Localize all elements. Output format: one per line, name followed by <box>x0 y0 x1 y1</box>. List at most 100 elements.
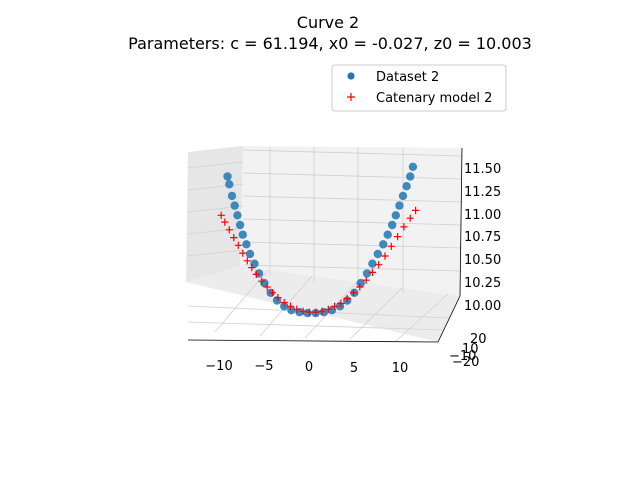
z-tick-label: 10.25 <box>464 276 501 291</box>
model-point <box>368 268 376 276</box>
model-point <box>263 283 271 291</box>
data-point <box>238 230 247 239</box>
model-point <box>234 241 242 249</box>
z-tick-label: 10.75 <box>464 230 501 245</box>
y-tick-label: −10 <box>449 349 476 364</box>
x-tick-labels: −10 −5 0 5 10 <box>205 359 408 376</box>
model-point <box>274 294 282 302</box>
grid-line <box>242 172 463 180</box>
model-point <box>318 307 326 315</box>
data-point <box>408 162 418 171</box>
y-tick-label: −20 <box>452 355 479 370</box>
data-point <box>388 220 397 230</box>
model-point <box>239 249 247 257</box>
z-tick-labels: 10.00 10.25 10.50 10.75 11.00 11.25 11.5… <box>464 162 501 314</box>
grid-line <box>214 269 269 333</box>
grid-line <box>242 241 463 249</box>
model-point <box>349 289 358 297</box>
data-point <box>303 308 312 318</box>
data-point <box>233 211 242 220</box>
model-point <box>268 289 277 297</box>
data-point <box>223 172 232 181</box>
model-point <box>280 298 288 307</box>
x-tick-label: 0 <box>305 360 313 375</box>
data-point <box>362 269 372 278</box>
legend-marker-dataset <box>347 72 355 80</box>
grid-line <box>187 321 445 331</box>
data-point <box>245 249 255 259</box>
data-point <box>335 302 345 311</box>
grid-line <box>242 149 463 157</box>
series-1 <box>217 206 420 316</box>
y-axis-line <box>437 295 461 343</box>
model-point <box>230 234 238 242</box>
grid-line <box>187 183 244 191</box>
data-point <box>402 182 411 191</box>
model-point <box>387 242 395 250</box>
model-point <box>258 277 266 285</box>
points-layer <box>217 162 420 318</box>
model-point <box>406 214 414 222</box>
model-point <box>324 305 332 313</box>
model-point <box>337 299 345 307</box>
data-point <box>395 201 404 210</box>
data-point <box>242 240 251 249</box>
model-point <box>400 223 408 231</box>
model-point <box>356 283 364 291</box>
grid-line <box>242 264 463 272</box>
model-point <box>217 211 225 219</box>
grid-line <box>187 227 244 235</box>
x-tick-label: 5 <box>350 361 358 376</box>
grid-line <box>349 287 403 340</box>
model-point <box>343 295 351 303</box>
data-point <box>230 201 239 210</box>
data-point <box>398 191 408 201</box>
data-point <box>406 172 415 181</box>
model-point <box>312 308 320 316</box>
data-point <box>287 306 296 315</box>
data-point <box>280 302 289 311</box>
x-tick-label: −10 <box>205 359 232 374</box>
data-point <box>235 220 245 230</box>
data-point <box>383 230 392 239</box>
legend-label-dataset: Dataset 2 <box>376 70 439 85</box>
chart-subtitle: Parameters: c = 61.194, x0 = -0.027, z0 … <box>128 34 532 53</box>
x-tick-label: 10 <box>392 361 409 376</box>
z-tick-label: 10.50 <box>464 253 501 268</box>
y-tick-labels: 20 10 −10 −20 <box>449 332 487 370</box>
legend-label-model: Catenary model 2 <box>376 91 492 106</box>
model-point <box>362 276 370 284</box>
floor-pane <box>186 266 460 342</box>
legend-plus-glyph <box>347 93 355 101</box>
y-tick-label: 10 <box>462 342 479 357</box>
model-point <box>243 257 251 265</box>
data-point <box>373 249 382 259</box>
model-point <box>286 302 295 310</box>
model-point <box>248 264 256 272</box>
z-tick-label: 11.00 <box>464 208 501 223</box>
data-point <box>272 296 282 305</box>
data-point <box>225 180 234 189</box>
model-point <box>394 233 402 241</box>
data-point <box>227 191 237 201</box>
y-tick-label: 20 <box>470 332 487 347</box>
x-axis-line <box>187 339 439 343</box>
x-tick-label: −5 <box>254 359 273 374</box>
grid-line <box>187 161 244 169</box>
z-tick-label: 11.50 <box>464 162 501 177</box>
data-point <box>327 306 337 315</box>
model-point <box>293 305 301 313</box>
data-point <box>368 259 377 268</box>
data-point <box>379 240 388 249</box>
grid-line <box>395 293 449 342</box>
model-point <box>375 261 383 269</box>
model-point <box>225 226 233 234</box>
legend: Dataset 2 Catenary model 2 <box>331 64 507 112</box>
model-point <box>331 302 339 310</box>
grid-line <box>187 249 244 257</box>
model-point <box>381 252 389 260</box>
model-point <box>252 270 260 278</box>
legend-box <box>331 64 507 112</box>
grid-line <box>242 195 463 203</box>
